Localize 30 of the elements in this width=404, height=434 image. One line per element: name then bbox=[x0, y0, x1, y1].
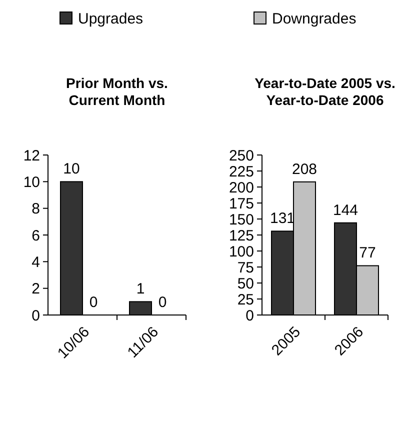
y-tick-label: 175 bbox=[228, 195, 254, 212]
y-tick-label: 6 bbox=[32, 227, 40, 244]
y-tick-label: 10 bbox=[23, 174, 40, 191]
y-tick-label: 8 bbox=[32, 200, 40, 218]
data-label: 1 bbox=[136, 280, 145, 298]
y-tick-label: 0 bbox=[32, 307, 40, 324]
y-tick-label: 12 bbox=[23, 147, 40, 164]
chart-title: Prior Month vs. Current Month bbox=[66, 75, 168, 108]
y-tick-label: 2 bbox=[32, 280, 40, 298]
data-label: 131 bbox=[270, 210, 296, 228]
legend-label: Downgrades bbox=[272, 10, 356, 28]
y-tick-label: 75 bbox=[237, 259, 254, 276]
data-label: 10 bbox=[63, 160, 80, 178]
y-tick-label: 100 bbox=[228, 243, 254, 260]
y-tick-label: 250 bbox=[228, 147, 254, 164]
y-tick-label: 200 bbox=[228, 179, 254, 196]
y-tick-label: 0 bbox=[246, 307, 254, 324]
y-tick-label: 25 bbox=[237, 291, 254, 308]
data-label: 144 bbox=[332, 202, 358, 219]
y-tick-label: 4 bbox=[32, 254, 40, 271]
y-tick-label: 50 bbox=[237, 275, 254, 292]
data-label: 77 bbox=[359, 244, 376, 262]
y-tick-label: 225 bbox=[228, 163, 254, 180]
y-tick-label: 125 bbox=[228, 227, 254, 244]
data-label: 208 bbox=[292, 160, 318, 178]
data-label: 0 bbox=[89, 294, 98, 311]
chart-title: Year-to-Date 2005 vs. Year-to-Date 2006 bbox=[254, 75, 396, 108]
data-label: 0 bbox=[158, 294, 167, 311]
legend-label: Upgrades bbox=[78, 10, 144, 28]
y-tick-label: 150 bbox=[228, 211, 254, 228]
